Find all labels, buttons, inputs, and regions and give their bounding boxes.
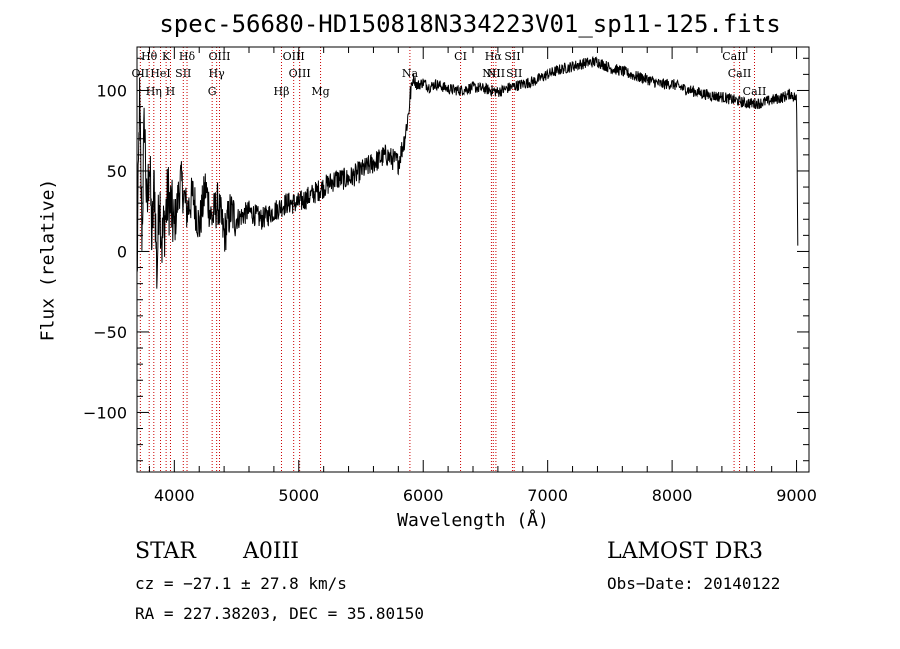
marker-label: OII (132, 67, 150, 80)
marker-label: Hη (146, 85, 162, 98)
marker-label: Hα (485, 50, 503, 63)
x-axis-label: Wavelength (Å) (397, 510, 549, 531)
ra-dec-coordinates: RA = 227.38203, DEC = 35.80150 (135, 604, 424, 623)
redshift-cz: cz = −27.1 ± 27.8 km/s (135, 574, 347, 593)
marker-label: OIII (283, 50, 305, 63)
marker-label: CaII (728, 67, 752, 80)
marker-label: HeI (150, 67, 170, 80)
marker-label: Mg (311, 85, 329, 98)
marker-label: SII (504, 50, 520, 63)
marker-label: OIII (289, 67, 311, 80)
x-tick-label: 9000 (776, 486, 817, 505)
x-tick-label: 8000 (652, 486, 693, 505)
marker-label: H (166, 85, 176, 98)
marker-label: Hβ (274, 85, 290, 98)
x-tick-label: 6000 (403, 486, 444, 505)
y-tick-label: −100 (83, 403, 127, 422)
x-tick-label: 7000 (527, 486, 568, 505)
marker-label: CaII (743, 85, 767, 98)
marker-label: G (208, 85, 217, 98)
y-tick-label: 100 (96, 81, 127, 100)
chart-title: spec-56680-HD150818N334223V01_sp11-125.f… (159, 10, 781, 38)
x-tick-label: 5000 (278, 486, 319, 505)
y-axis-label: Flux (relative) (37, 178, 59, 342)
object-subclass: A0III (243, 539, 299, 564)
marker-label: Hδ (179, 50, 196, 63)
plot-frame (136, 46, 810, 473)
survey-name: LAMOST DR3 (607, 539, 763, 564)
marker-label: CI (454, 50, 467, 63)
marker-label: Hγ (209, 67, 226, 80)
marker-label: Na (402, 67, 419, 80)
marker-label: NII (487, 67, 505, 80)
marker-label: Hθ (141, 50, 158, 63)
marker-label: K (162, 50, 171, 63)
y-tick-label: −50 (93, 323, 127, 342)
marker-label: SII (175, 67, 191, 80)
axis-ticks: 4000 5000 6000 7000 8000 9000 −100 −50 0 50 100 (83, 47, 817, 505)
object-class: STAR (135, 539, 196, 564)
marker-label: CaII (722, 50, 746, 63)
x-tick-label: 4000 (154, 486, 195, 505)
y-tick-label: 50 (107, 162, 127, 181)
observation-date: Obs−Date: 20140122 (607, 574, 781, 593)
spectrum-line (136, 55, 799, 289)
marker-label: NII (482, 67, 500, 80)
y-tick-label: 0 (117, 242, 127, 261)
marker-label: SII (506, 67, 522, 80)
line-markers (139, 47, 755, 472)
marker-label: OIII (208, 50, 230, 63)
